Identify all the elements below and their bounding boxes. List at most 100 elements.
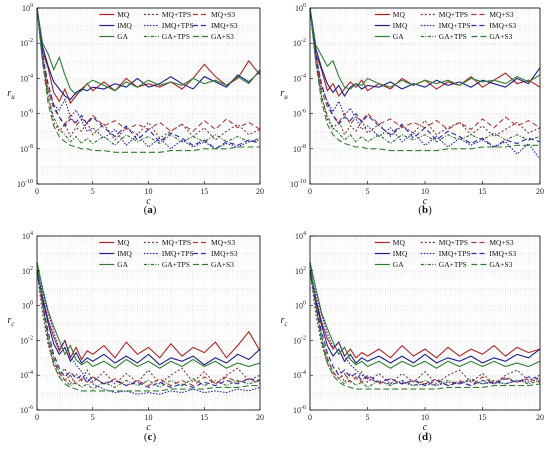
- chart-panel-b: 0 5 10 15 20 10-10 10-8 10-6 10-4 10-2 100 c ru MQ MQ+…: [280, 3, 544, 216]
- x-tick-label: 10: [145, 187, 153, 196]
- y-tick-label: 10-8: [20, 144, 33, 154]
- legend-entry: MQ+S3: [489, 10, 513, 19]
- legend-entry: GA+S3: [211, 32, 234, 41]
- x-tick-label: 15: [479, 187, 487, 196]
- legend-entry: IMQ: [117, 249, 132, 258]
- series-line-ga-tps: [36, 262, 261, 390]
- series-line-imq-tps: [36, 7, 261, 150]
- legend-entry: GA+S3: [489, 260, 512, 269]
- series-line-ga-tps: [36, 7, 261, 147]
- y-axis-label: rc: [280, 315, 288, 328]
- x-tick-label: 20: [536, 413, 544, 422]
- legend-entry: IMQ+S3: [211, 249, 238, 258]
- chart-panel-a: 0 5 10 15 20 10-10 10-8 10-6 10-4 10-2 100 c ru MQ MQ+…: [7, 3, 264, 216]
- y-tick-label: 10-4: [293, 73, 306, 83]
- series-line-ga-s3: [36, 262, 260, 392]
- series-line-imq-tps: [309, 7, 541, 160]
- legend-entry: GA: [117, 260, 128, 269]
- y-tick-label: 100: [295, 301, 306, 311]
- legend-entry: MQ+TPS: [439, 10, 468, 19]
- y-tick-label: 10-2: [293, 335, 306, 345]
- x-axis-label: c: [146, 422, 151, 433]
- series-line-ga: [309, 7, 541, 90]
- legend-entry: GA+TPS: [162, 32, 190, 41]
- series-line-ga-s3: [309, 262, 541, 390]
- x-tick-label: 20: [536, 187, 544, 196]
- y-tick-label: 10-8: [293, 144, 306, 154]
- series-line-ga: [36, 261, 261, 369]
- y-tick-label: 10-10: [17, 179, 33, 189]
- series-line-imq-s3: [36, 7, 261, 150]
- x-tick-label: 20: [256, 187, 264, 196]
- series-line-imq-s3: [309, 270, 541, 387]
- legend-entry: IMQ+S3: [211, 21, 238, 30]
- series-line-mq: [36, 7, 261, 105]
- legend-entry: MQ: [117, 238, 130, 247]
- chart-panel-c: 0 5 10 15 20 10-6 10-4 10-2 100 102 104 c rc MQ MQ+TPS…: [7, 231, 264, 443]
- legend-entry: IMQ: [393, 21, 408, 30]
- panel-caption: (d): [418, 431, 432, 443]
- series-line-mq: [309, 270, 541, 359]
- legend-entry: MQ+TPS: [162, 238, 191, 247]
- chart-panel-d: 0 5 10 15 20 10-6 10-4 10-2 100 102 104 c rc MQ MQ+TPS…: [280, 231, 544, 443]
- series-line-mq-s3: [36, 270, 261, 387]
- series-line-ga: [36, 7, 261, 95]
- y-tick-label: 102: [295, 266, 306, 276]
- y-tick-label: 102: [22, 266, 33, 276]
- legend-entry: GA: [117, 32, 128, 41]
- y-tick-label: 10-2: [20, 38, 33, 48]
- series-line-ga-s3: [309, 7, 540, 152]
- x-axis-label: c: [423, 422, 428, 433]
- legend-entry: MQ: [117, 10, 130, 19]
- x-tick-label: 15: [479, 413, 487, 422]
- series-line-mq-tps: [36, 270, 261, 386]
- series-line-imq-s3: [309, 7, 541, 148]
- y-axis-label: rc: [7, 315, 15, 328]
- legend-entry: GA+S3: [489, 32, 512, 41]
- legend-entry: IMQ+S3: [489, 249, 516, 258]
- legend-entry: MQ+S3: [211, 238, 235, 247]
- series-line-ga-s3: [36, 7, 260, 153]
- x-tick-label: 0: [308, 187, 312, 196]
- panel-caption: (a): [144, 204, 157, 216]
- y-axis-label: ru: [7, 88, 15, 101]
- x-tick-label: 10: [145, 413, 153, 422]
- x-tick-label: 10: [421, 413, 429, 422]
- series-line-mq-tps: [36, 7, 261, 141]
- legend-entry: MQ+TPS: [439, 238, 468, 247]
- legend-entry: MQ+S3: [211, 10, 235, 19]
- legend-entry: IMQ+TPS: [439, 21, 471, 30]
- series-line-imq-s3: [36, 270, 261, 389]
- x-tick-label: 0: [35, 413, 39, 422]
- series-line-ga: [309, 261, 541, 369]
- series-line-imq: [36, 270, 261, 366]
- x-axis-label: c: [146, 196, 151, 207]
- series-line-mq-tps: [309, 270, 541, 385]
- y-tick-label: 104: [22, 231, 33, 241]
- y-axis-label: ru: [280, 88, 288, 101]
- y-tick-label: 104: [295, 231, 306, 241]
- x-tick-label: 20: [256, 413, 264, 422]
- x-tick-label: 15: [200, 413, 208, 422]
- legend-entry: IMQ: [117, 21, 132, 30]
- y-tick-label: 100: [295, 3, 306, 13]
- legend-entry: IMQ+TPS: [162, 21, 194, 30]
- legend-entry: GA+TPS: [439, 32, 467, 41]
- panel-caption: (c): [144, 431, 157, 443]
- y-tick-label: 10-6: [293, 109, 306, 119]
- legend-entry: GA+TPS: [439, 260, 467, 269]
- legend-entry: MQ: [393, 10, 406, 19]
- legend-entry: IMQ+S3: [489, 21, 516, 30]
- series-line-mq: [36, 270, 261, 361]
- legend-entry: IMQ+TPS: [439, 249, 471, 258]
- legend-entry: GA: [393, 260, 404, 269]
- y-tick-label: 10-4: [20, 73, 33, 83]
- y-tick-label: 10-4: [293, 370, 306, 380]
- x-tick-label: 10: [421, 187, 429, 196]
- x-tick-label: 15: [200, 187, 208, 196]
- legend-entry: GA+S3: [211, 260, 234, 269]
- y-tick-label: 10-4: [20, 370, 33, 380]
- legend-entry: IMQ: [393, 249, 408, 258]
- x-tick-label: 5: [91, 187, 95, 196]
